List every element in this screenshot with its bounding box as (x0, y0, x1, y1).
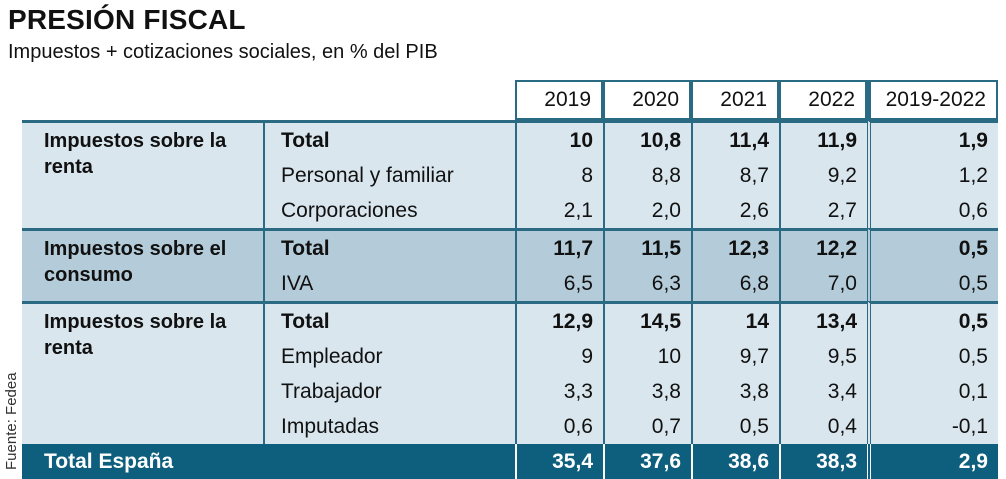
value-cell: 8,8 (603, 158, 691, 193)
value-cell: 2,7 (779, 193, 867, 228)
row-label: Total (265, 120, 515, 158)
value-cell: 1,9 (867, 120, 998, 158)
value-cell: 9 (515, 339, 603, 374)
row-label: Trabajador (265, 374, 515, 409)
table-row: Impuestos sobre el consumo Total 11,7 11,5 1… (22, 228, 998, 301)
chart-subtitle: Impuestos + cotizaciones sociales, en % … (8, 41, 438, 63)
column-header: 2022 (779, 80, 867, 120)
row-label: Total (265, 228, 515, 266)
value-cell: 2,0 (603, 193, 691, 228)
group-label: Impuestos sobre el consumo (22, 228, 265, 301)
table-row: Trabajador 3,3 3,8 3,8 3,4 0,1 (22, 374, 998, 409)
column-header: 2021 (691, 80, 779, 120)
value-cell: 6,3 (603, 266, 691, 301)
value-cell: 11,9 (779, 120, 867, 158)
value-cell: 3,8 (691, 374, 779, 409)
table-row: IVA 6,5 6,3 6,8 7,0 0,5 (22, 266, 998, 301)
table-row: Corporaciones 2,1 2,0 2,6 2,7 0,6 (22, 193, 998, 228)
header-spacer (22, 80, 265, 120)
group-label: Impuestos sobre la renta (22, 120, 265, 228)
value-cell: 9,5 (779, 339, 867, 374)
header-spacer (265, 80, 515, 120)
source-note: Fuente: Fedea (3, 372, 20, 470)
table-row: Empleador 9 10 9,7 9,5 0,5 (22, 339, 998, 374)
value-cell: 12,3 (691, 228, 779, 266)
table-row: Imputadas 0,6 0,7 0,5 0,4 -0,1 (22, 409, 998, 444)
value-cell: 0,5 (691, 409, 779, 444)
row-label: Corporaciones (265, 193, 515, 228)
value-cell: 0,4 (779, 409, 867, 444)
row-label: IVA (265, 266, 515, 301)
value-cell: 11,4 (691, 120, 779, 158)
value-cell: -0,1 (867, 409, 998, 444)
table-row: Impuestos sobre la renta Total 12,9 14,5 14 1… (22, 301, 998, 444)
value-cell: 8 (515, 158, 603, 193)
value-cell: 3,4 (779, 374, 867, 409)
value-cell: 14,5 (603, 301, 691, 339)
value-cell: 0,7 (603, 409, 691, 444)
value-cell: 0,1 (867, 374, 998, 409)
total-value: 38,3 (779, 444, 867, 479)
total-value: 38,6 (691, 444, 779, 479)
column-header: 2019-2022 (867, 80, 998, 120)
column-header: 2020 (603, 80, 691, 120)
value-cell: 14 (691, 301, 779, 339)
value-cell: 2,6 (691, 193, 779, 228)
fiscal-pressure-table: 2019 2020 2021 2022 2019-2022 Impuestos sobre… (22, 80, 998, 479)
value-cell: 13,4 (779, 301, 867, 339)
value-cell: 0,6 (867, 193, 998, 228)
table-row: Personal y familiar 8 8,8 8,7 9,2 1,2 (22, 158, 998, 193)
header-row: 2019 2020 2021 2022 2019-2022 (22, 80, 998, 120)
group-label: Impuestos sobre la renta (22, 301, 265, 444)
value-cell: 12,9 (515, 301, 603, 339)
value-cell: 10 (515, 120, 603, 158)
row-label: Imputadas (265, 409, 515, 444)
value-cell: 0,5 (867, 228, 998, 266)
table-row: Impuestos sobre la renta Total 10 10,8 11,4 1… (22, 120, 998, 228)
total-row: Total España 35,4 37,6 38,6 38,3 2,9 (22, 444, 998, 479)
row-label: Empleador (265, 339, 515, 374)
value-cell: 0,5 (867, 339, 998, 374)
value-cell: 3,8 (603, 374, 691, 409)
chart-title: PRESIÓN FISCAL (8, 4, 246, 35)
value-cell: 0,6 (515, 409, 603, 444)
value-cell: 12,2 (779, 228, 867, 266)
value-cell: 3,3 (515, 374, 603, 409)
value-cell: 10,8 (603, 120, 691, 158)
value-cell: 7,0 (779, 266, 867, 301)
value-cell: 9,7 (691, 339, 779, 374)
total-value: 35,4 (515, 444, 603, 479)
value-cell: 0,5 (867, 266, 998, 301)
value-cell: 6,5 (515, 266, 603, 301)
value-cell: 8,7 (691, 158, 779, 193)
row-label: Total (265, 301, 515, 339)
value-cell: 11,5 (603, 228, 691, 266)
value-cell: 0,5 (867, 301, 998, 339)
total-value: 37,6 (603, 444, 691, 479)
total-value: 2,9 (867, 444, 998, 479)
value-cell: 9,2 (779, 158, 867, 193)
row-label: Personal y familiar (265, 158, 515, 193)
value-cell: 11,7 (515, 228, 603, 266)
value-cell: 1,2 (867, 158, 998, 193)
total-label: Total España (22, 444, 515, 479)
column-header: 2019 (515, 80, 603, 120)
value-cell: 6,8 (691, 266, 779, 301)
value-cell: 10 (603, 339, 691, 374)
value-cell: 2,1 (515, 193, 603, 228)
